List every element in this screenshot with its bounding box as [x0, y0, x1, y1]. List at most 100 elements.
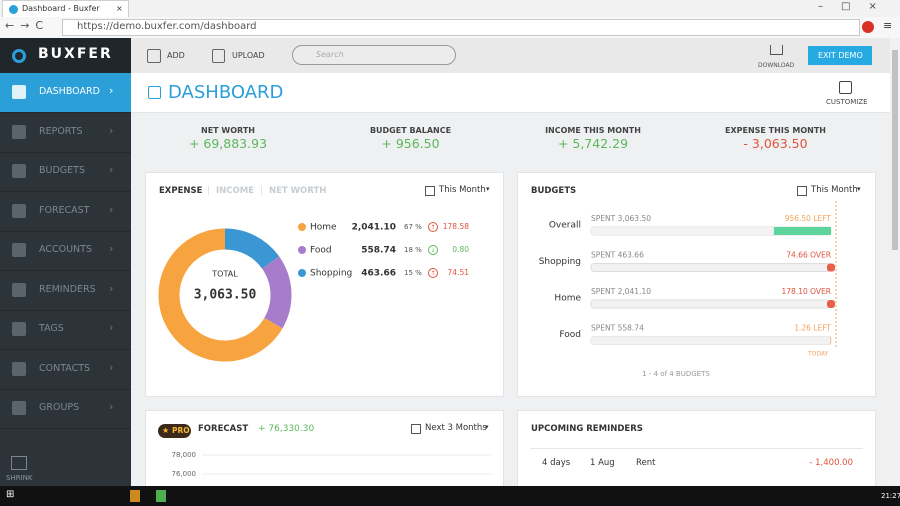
nav-item[interactable]: TAGS ›: [0, 310, 131, 350]
tab-strip: [0, 0, 900, 17]
budget-left-bar: [830, 336, 831, 345]
forecast-chart: 78,000 76,000: [172, 451, 491, 478]
legend-amount: 2,041.10: [352, 223, 396, 233]
upload-button[interactable]: UPLOAD: [232, 51, 265, 60]
menu-icon[interactable]: ≡: [883, 19, 893, 32]
scrollbar[interactable]: [890, 38, 900, 486]
budget-status: 956.50 LEFT: [785, 214, 832, 223]
trend-arrow: ↑: [430, 270, 435, 277]
nav-chevron: ›: [109, 123, 114, 137]
nav-chevron: ›: [109, 321, 114, 334]
start-button[interactable]: ⊞: [6, 489, 15, 500]
extension-icon[interactable]: [862, 21, 874, 33]
stat-label: INCOME THIS MONTH: [545, 126, 641, 135]
shrink-icon[interactable]: [11, 456, 27, 470]
donut-segment: [261, 256, 292, 329]
upload-icon[interactable]: [212, 49, 225, 63]
trend-arrow: ↓: [430, 247, 435, 254]
nav-chevron: ›: [109, 360, 114, 374]
pro-badge: ★ PRO: [158, 424, 191, 438]
nav-buttons[interactable]: ←→C: [5, 19, 50, 32]
legend-name: Home: [310, 223, 337, 233]
customize-button[interactable]: CUSTOMIZE: [826, 98, 868, 106]
scroll-thumb[interactable]: [892, 50, 898, 250]
budget-over: [827, 263, 835, 272]
legend-amount: 558.74: [361, 246, 396, 256]
calendar-icon: [797, 186, 807, 196]
forecast-amount: + 76,330.30: [258, 424, 315, 434]
net-worth-tab[interactable]: NET WORTH: [269, 186, 327, 196]
nav-item[interactable]: REPORTS ›: [0, 113, 131, 153]
nav-icon: [12, 322, 26, 336]
reminder-amount: - 1,400.00: [809, 458, 853, 468]
search-box[interactable]: Search: [292, 45, 456, 65]
reminder-cell: 4 days: [542, 458, 571, 468]
budget-track: [590, 299, 832, 309]
legend-change: 74.51: [448, 268, 470, 277]
legend-share: 15 %: [404, 269, 422, 277]
url: https://demo.buxfer.com/dashboard: [77, 21, 257, 32]
budget-name: Food: [559, 330, 581, 340]
nav-item[interactable]: FORECAST ›: [0, 192, 131, 232]
y-tick-label: 76,000: [172, 470, 197, 478]
legend-name: Food: [310, 246, 332, 256]
nav-list: DASHBOARD › REPORTS › BUDGETS › FORECAST › ACCOU…: [0, 73, 131, 453]
legend-dot: [298, 246, 306, 254]
total-amount: 3,063.50: [194, 288, 257, 303]
legend-amount: 463.66: [361, 269, 396, 279]
donut-chart: TOTAL 3,063.50 Home 2,041.10 67 % ↑ 178.58 Food…: [158, 222, 470, 362]
url-box[interactable]: https://demo.buxfer.com/dashboard: [62, 19, 860, 36]
nav-icon: [12, 282, 26, 297]
download-button[interactable]: DOWNLOAD: [758, 62, 795, 69]
reminder-cell: 1 Aug: [590, 458, 615, 468]
exit-demo-button[interactable]: EXIT DEMO: [808, 46, 872, 65]
today-label: TODAY: [807, 351, 829, 358]
download-icon[interactable]: [770, 45, 783, 55]
nav-label: FORECAST: [39, 204, 90, 216]
period-select[interactable]: This Month: [811, 185, 858, 195]
nav-item[interactable]: ACCOUNTS ›: [0, 231, 131, 271]
taskbar-apps[interactable]: [30, 490, 270, 502]
dropdown-caret: ▾: [486, 185, 490, 193]
nav-item[interactable]: BUDGETS ›: [0, 152, 131, 192]
legend-share: 18 %: [404, 246, 422, 254]
legend-dot: [298, 223, 306, 231]
nav-chevron: ›: [109, 163, 114, 176]
customize-icon[interactable]: [839, 81, 852, 94]
period-select[interactable]: Next 3 Months: [425, 423, 487, 433]
budget-spent: SPENT 3,063.50: [591, 214, 651, 223]
budget-spent: SPENT 558.74: [591, 324, 644, 333]
nav-chevron: ›: [109, 400, 114, 413]
nav-item[interactable]: REMINDERS ›: [0, 271, 131, 311]
nav-item[interactable]: DASHBOARD ›: [0, 73, 131, 113]
trend-arrow: ↑: [430, 224, 435, 231]
add-icon[interactable]: [147, 49, 161, 63]
tab-title: Dashboard - Buxfer: [22, 4, 100, 13]
legend-change: 178.58: [443, 222, 469, 231]
budgets-card: BUDGETS This Month ▾ Overall SPENT 3,063.…: [517, 172, 876, 397]
expense-tab[interactable]: EXPENSE: [159, 186, 203, 196]
stat-label: EXPENSE THIS MONTH: [725, 126, 826, 135]
address-bar: ←→C https://demo.buxfer.com/dashboard ≡: [0, 17, 900, 39]
nav-item[interactable]: CONTACTS ›: [0, 350, 131, 390]
expense-card: EXPENSE | INCOME | NET WORTH This Month …: [145, 172, 504, 397]
donut-segment: [224, 228, 280, 269]
window-controls[interactable]: –□×: [818, 1, 895, 12]
nav-icon: [12, 85, 26, 99]
page-header: DASHBOARD CUSTOMIZE: [131, 73, 890, 113]
forecast-title: FORECAST: [198, 424, 249, 434]
legend-share: 67 %: [404, 223, 422, 231]
shrink[interactable]: SHRINK: [6, 474, 33, 482]
add-button[interactable]: ADD: [167, 51, 185, 60]
period-select[interactable]: This Month: [439, 185, 486, 195]
tab-close[interactable]: ×: [116, 4, 123, 13]
nav-chevron: ›: [109, 281, 114, 295]
calendar-icon: [411, 424, 421, 434]
tab[interactable]: Dashboard - Buxfer ×: [2, 0, 129, 18]
nav-chevron: ›: [109, 202, 114, 216]
nav-icon: [12, 124, 26, 139]
income-tab[interactable]: INCOME: [216, 186, 255, 196]
nav-item[interactable]: GROUPS ›: [0, 389, 131, 429]
brand-bar: BUXFER: [0, 38, 131, 73]
